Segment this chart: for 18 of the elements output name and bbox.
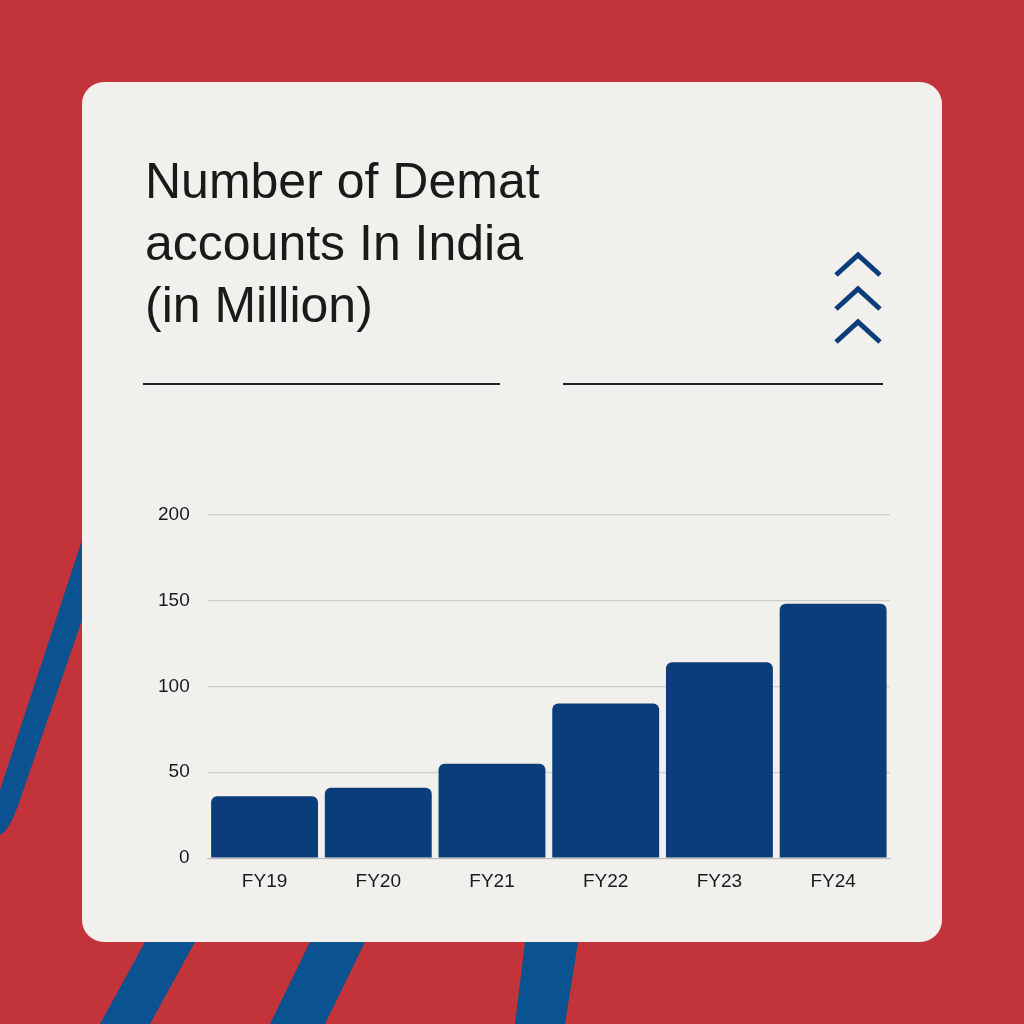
bar: [211, 796, 319, 858]
bar: [779, 603, 887, 858]
bar: [665, 662, 773, 858]
x-tick-label: FY21: [469, 869, 515, 891]
x-tick-label: FY20: [355, 869, 401, 891]
bar: [438, 763, 546, 858]
y-tick-label: 100: [158, 674, 190, 696]
bar: [552, 703, 660, 858]
y-tick-label: 0: [179, 846, 190, 868]
y-tick-label: 200: [158, 502, 190, 524]
chart-title: Number of Demat accounts In India (in Million): [145, 152, 541, 335]
x-tick-label: FY19: [241, 869, 288, 891]
x-tick-label: FY23: [696, 869, 743, 891]
x-tick-label: FY22: [583, 869, 629, 891]
y-tick-label: 150: [158, 588, 190, 610]
x-tick-label: FY24: [810, 869, 857, 891]
bar: [324, 787, 432, 858]
y-tick-label: 50: [168, 760, 190, 782]
